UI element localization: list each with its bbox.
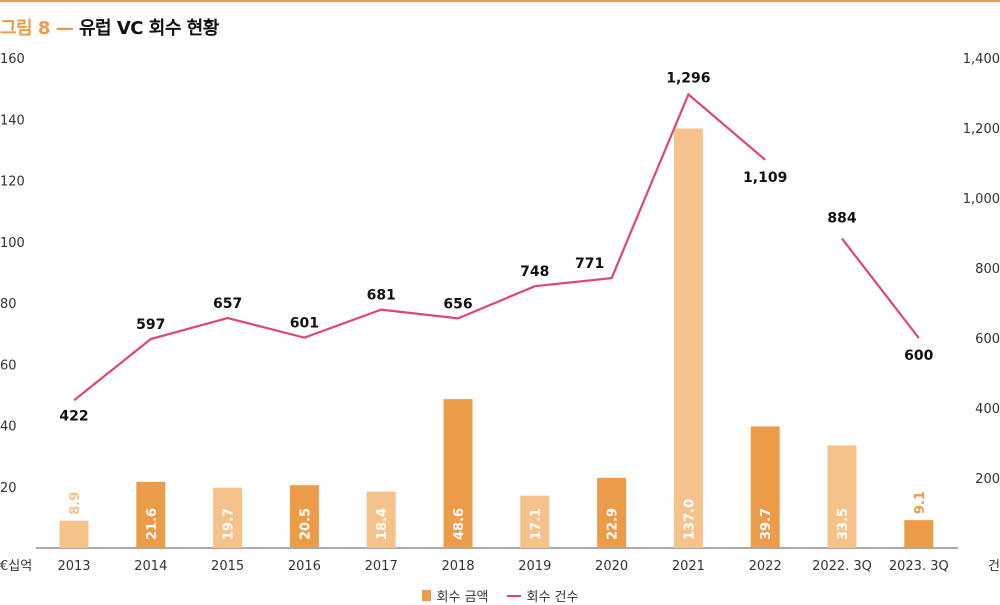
- bar: [520, 495, 550, 548]
- line-value-label: 422: [59, 408, 88, 424]
- y-right-tick-label: 1,400: [963, 52, 1000, 67]
- bar-value-label: 33.5: [836, 508, 851, 540]
- y-right-tick-label: 1,000: [963, 192, 1000, 207]
- y-right-tick-label: 400: [975, 402, 1000, 417]
- x-tick-label: 2023. 3Q: [889, 559, 949, 574]
- bar: [827, 445, 857, 548]
- bar: [750, 426, 780, 548]
- x-tick-label: 2022: [749, 559, 782, 574]
- legend-line-swatch: [506, 594, 521, 597]
- line-value-label: 597: [136, 317, 165, 333]
- bar-value-label: 39.7: [759, 508, 774, 540]
- x-tick-label: 2014: [134, 559, 167, 574]
- legend: 회수 금액 회수 건수: [0, 586, 1000, 605]
- line-value-label: 771: [575, 256, 604, 272]
- line-value-label: 1,109: [743, 170, 787, 186]
- line-value-label: 600: [904, 348, 933, 364]
- bar: [673, 128, 703, 548]
- chart-canvas: 20 40 60 80 100 120 140 160 200 400 600 800 1,000 1,2…: [0, 52, 1000, 574]
- x-tick-label: 2015: [211, 559, 244, 574]
- line-value-label: 748: [520, 264, 549, 280]
- figure-number: 그림 8: [0, 18, 50, 39]
- x-tick-label: 2016: [288, 559, 321, 574]
- top-rule: [0, 0, 1000, 2]
- legend-item-amount: 회수 금액: [421, 586, 489, 605]
- y-left-tick-label: 20: [0, 481, 17, 496]
- bar: [136, 481, 166, 548]
- y-left-tick-label: 100: [0, 236, 25, 251]
- bar: [597, 477, 627, 548]
- y-right-tick-label: 1,200: [963, 122, 1000, 137]
- x-tick-label: 2019: [518, 559, 551, 574]
- bar-value-label: 48.6: [452, 508, 467, 540]
- y-left-tick-label: 140: [0, 113, 25, 128]
- line-value-label: 1,296: [666, 70, 710, 86]
- x-tick-label: 2020: [595, 559, 628, 574]
- bar: [366, 491, 396, 548]
- y-left-tick-label: 160: [0, 52, 25, 67]
- bar-value-label: 22.9: [606, 508, 621, 540]
- x-tick-label: 2018: [441, 559, 474, 574]
- legend-label-amount: 회수 금액: [436, 590, 489, 605]
- y-right-tick-label: 600: [975, 332, 1000, 347]
- y-right-tick-label: 800: [975, 262, 1000, 277]
- bar-value-label: 137.0: [682, 499, 697, 540]
- line-series-segment: [73, 92, 766, 402]
- chart-title: 그림 8 — 유럽 VC 회수 현황: [0, 14, 219, 40]
- bar: [59, 520, 89, 548]
- y-left-tick-label: 40: [0, 420, 17, 435]
- bar: [443, 399, 473, 548]
- bar: [904, 520, 934, 548]
- line-value-label: 657: [213, 296, 242, 312]
- line-value-label: 681: [367, 288, 396, 304]
- x-tick-label: 2013: [57, 559, 90, 574]
- bar-value-label: 17.1: [529, 508, 544, 540]
- bar-value-label: 19.7: [222, 508, 237, 540]
- title-text: 유럽 VC 회수 현황: [78, 18, 219, 39]
- legend-item-count: 회수 건수: [506, 586, 579, 605]
- line-value-label: 601: [290, 316, 319, 332]
- x-tick-label: 2017: [365, 559, 398, 574]
- y-left-tick-label: 60: [0, 358, 17, 373]
- line-series-segment: [841, 237, 920, 339]
- line-value-label: 656: [443, 296, 472, 312]
- bar: [289, 485, 319, 548]
- y-left-tick-label: 80: [0, 297, 17, 312]
- bar-value-label: 18.4: [375, 508, 390, 540]
- y-right-unit-label: 건: [988, 559, 1000, 574]
- bar-value-label: 20.5: [298, 508, 313, 540]
- bar: [213, 487, 243, 548]
- x-tick-label: 2022. 3Q: [812, 559, 872, 574]
- legend-bar-swatch: [421, 590, 431, 601]
- title-dash: —: [55, 18, 74, 39]
- legend-label-count: 회수 건수: [526, 590, 579, 605]
- y-left-tick-label: 120: [0, 175, 25, 190]
- x-tick-label: 2021: [672, 559, 705, 574]
- line-value-label: 884: [827, 211, 856, 227]
- bar-value-label: 8.9: [68, 492, 83, 515]
- y-left-unit-label: €십억: [0, 559, 32, 574]
- bar-value-label: 21.6: [145, 508, 160, 540]
- y-right-tick-label: 200: [975, 472, 1000, 487]
- bar-value-label: 9.1: [913, 491, 928, 514]
